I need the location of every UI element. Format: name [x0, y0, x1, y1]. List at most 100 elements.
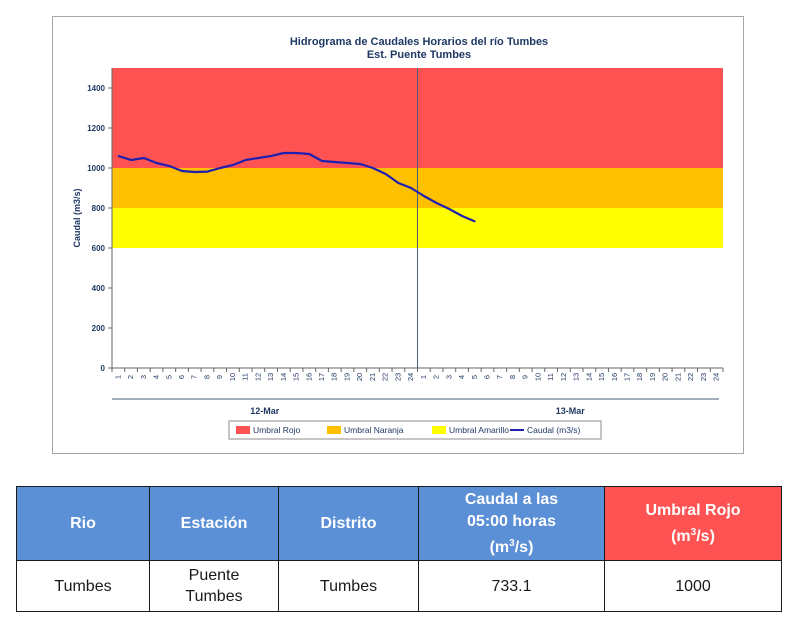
unit-close: /s) — [514, 538, 534, 556]
x-tick-label: 20 — [355, 373, 364, 381]
cell-distrito: Tumbes — [278, 560, 419, 612]
header-distrito: Distrito — [278, 486, 419, 561]
x-tick-label: 9 — [521, 375, 530, 379]
x-tick-label: 13 — [572, 373, 581, 381]
data-point — [117, 155, 120, 157]
header-caudal-unit: (m3/s) — [420, 533, 603, 559]
x-tick-label: 7 — [495, 375, 504, 379]
header-caudal-line1: Caudal a las — [464, 490, 559, 508]
data-point — [346, 162, 349, 164]
data-point — [397, 182, 400, 184]
data-point — [422, 195, 425, 197]
x-tick-label: 3 — [444, 375, 453, 379]
unit-superscript: 3 — [509, 537, 515, 549]
chart-subtitle: Est. Puente Tumbes — [367, 49, 471, 61]
cell-estacion-line1: Puente — [188, 567, 240, 584]
legend-swatch — [327, 426, 341, 434]
data-point — [461, 215, 463, 217]
x-tick-label: 17 — [623, 373, 632, 381]
x-tick-label: 10 — [228, 373, 237, 381]
data-point — [244, 159, 247, 161]
data-point — [142, 157, 145, 159]
data-point — [130, 159, 132, 161]
unit-open: (m — [671, 527, 691, 545]
station-data-table: Rio Estación Distrito Caudal a las 05:00… — [16, 486, 782, 612]
data-point — [333, 161, 336, 163]
hydrograph-chart: Hidrograma de Caudales Horarios del río … — [52, 16, 744, 454]
x-tick-label: 7 — [190, 375, 199, 379]
x-tick-label: 20 — [661, 373, 670, 381]
y-tick-label: 600 — [92, 244, 106, 253]
x-tick-label: 13 — [266, 373, 275, 381]
header-umbral-rojo: Umbral Rojo (m3/s) — [604, 486, 782, 561]
x-tick-label: 24 — [712, 373, 721, 381]
data-point — [473, 220, 476, 223]
data-point — [168, 165, 171, 167]
series-layer — [117, 151, 476, 223]
legend-label: Caudal (m3/s) — [527, 425, 581, 435]
cell-estacion: Puente Tumbes — [149, 560, 279, 612]
y-tick-label: 0 — [101, 364, 106, 373]
data-point — [321, 160, 323, 162]
chart-canvas: Hidrograma de Caudales Horarios del río … — [72, 36, 724, 440]
y-tick-label: 1200 — [87, 124, 105, 133]
unit-close: /s) — [696, 527, 715, 545]
x-tick-label: 2 — [126, 375, 135, 379]
x-tick-label: 19 — [342, 373, 351, 381]
x-tick-label: 11 — [546, 373, 555, 381]
y-tick-label: 1000 — [87, 164, 105, 173]
x-tick-label: 15 — [292, 373, 301, 381]
data-point — [435, 202, 438, 204]
x-tick-label: 12 — [253, 373, 262, 381]
table-header-row: Rio Estación Distrito Caudal a las 05:00… — [16, 486, 782, 561]
legend-swatch — [432, 426, 446, 434]
y-axis-label: Caudal (m3/s) — [72, 188, 82, 247]
x-tick-label: 9 — [215, 375, 224, 379]
y-tick-label: 800 — [92, 204, 106, 213]
x-tick-label: 14 — [279, 373, 288, 381]
x-tick-label: 8 — [508, 375, 517, 379]
x-tick-label: 6 — [177, 375, 186, 379]
data-point — [372, 167, 374, 169]
data-point — [181, 170, 183, 172]
data-point — [308, 153, 311, 155]
data-point — [359, 163, 362, 165]
data-point — [295, 152, 298, 154]
data-point — [257, 157, 260, 159]
chart-legend: Umbral Rojo Umbral Naranja Umbral Amarillo… — [228, 420, 602, 440]
y-tick-label: 400 — [92, 284, 106, 293]
data-point — [410, 187, 413, 189]
x-tick-label: 10 — [533, 373, 542, 381]
x-tick-label: 3 — [139, 375, 148, 379]
header-rio: Rio — [16, 486, 150, 561]
legend-label: Umbral Naranja — [344, 425, 404, 435]
x-tick-label: 1 — [113, 375, 122, 379]
day-label: 13-Mar — [556, 406, 586, 416]
x-tick-label: 17 — [317, 373, 326, 381]
y-tick-label: 200 — [92, 324, 106, 333]
cell-umbral: 1000 — [604, 560, 782, 612]
cell-rio: Tumbes — [16, 560, 150, 612]
x-tick-label: 18 — [635, 373, 644, 381]
x-tick-label: 18 — [330, 373, 339, 381]
header-estacion: Estación — [149, 486, 279, 561]
x-tick-label: 22 — [686, 373, 695, 381]
legend-box — [228, 420, 602, 440]
x-tick-label: 21 — [368, 373, 377, 381]
legend-swatch — [236, 426, 250, 434]
data-point — [448, 208, 451, 210]
x-tick-label: 14 — [584, 373, 593, 381]
chart-title: Hidrograma de Caudales Horarios del río … — [290, 36, 548, 48]
x-tick-label: 23 — [393, 373, 402, 381]
day-label: 12-Mar — [250, 406, 280, 416]
x-tick-label: 5 — [470, 375, 479, 379]
x-tick-label: 12 — [559, 373, 568, 381]
x-tick-label: 6 — [482, 375, 491, 379]
x-tick-label: 2 — [432, 375, 441, 379]
data-point — [282, 152, 285, 154]
x-tick-label: 4 — [152, 375, 161, 379]
y-tick-label: 1400 — [87, 84, 105, 93]
table-row: Tumbes Puente Tumbes Tumbes 733.1 1000 — [16, 560, 782, 612]
x-tick-label: 8 — [202, 375, 211, 379]
